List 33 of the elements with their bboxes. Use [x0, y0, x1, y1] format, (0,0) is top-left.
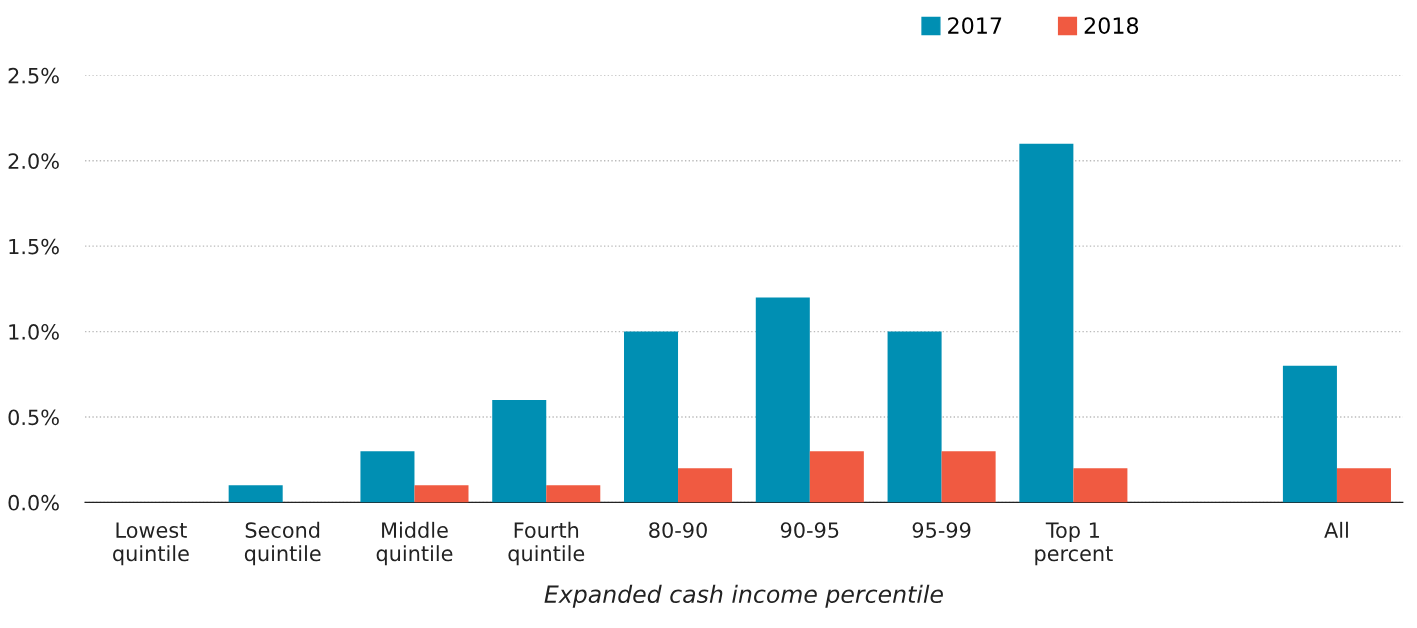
bar	[678, 468, 733, 503]
bar	[624, 331, 679, 503]
bar	[1336, 468, 1391, 503]
bar	[228, 485, 283, 503]
bar	[1073, 468, 1128, 503]
x-tick-label: Fourth quintile	[508, 521, 585, 566]
bar	[887, 331, 942, 503]
bar	[546, 485, 601, 503]
legend-label: 2018	[1084, 17, 1139, 34]
bar	[1282, 365, 1337, 503]
x-tick-label: Second quintile	[244, 521, 321, 566]
x-tick-label: Lowest quintile	[113, 522, 189, 566]
bar	[1019, 143, 1074, 503]
x-tick-label: 80-90	[649, 522, 707, 538]
y-tick-label: 0.5%	[8, 409, 59, 426]
bar	[941, 451, 996, 503]
bar	[414, 485, 469, 503]
x-tick-label: Middle quintile	[376, 521, 453, 566]
x-tick-label: Top 1 percent	[1035, 522, 1113, 566]
y-tick-label: 2.0%	[8, 153, 59, 169]
y-tick-label: 0.0%	[8, 494, 59, 511]
legend-label: 2017	[948, 17, 1002, 34]
x-tick-label: 90-95	[780, 522, 839, 538]
bar	[360, 451, 415, 503]
x-axis-title: Expanded cash income percentile	[544, 584, 943, 608]
x-tick-label: 95-99	[912, 522, 971, 538]
x-tick-label: All	[1324, 521, 1348, 538]
y-tick-label: 1.0%	[9, 324, 59, 340]
bar	[492, 399, 547, 503]
y-tick-label: 2.5%	[8, 67, 59, 84]
bar	[755, 297, 810, 503]
y-tick-label: 1.5%	[9, 238, 59, 255]
bar	[809, 451, 864, 503]
